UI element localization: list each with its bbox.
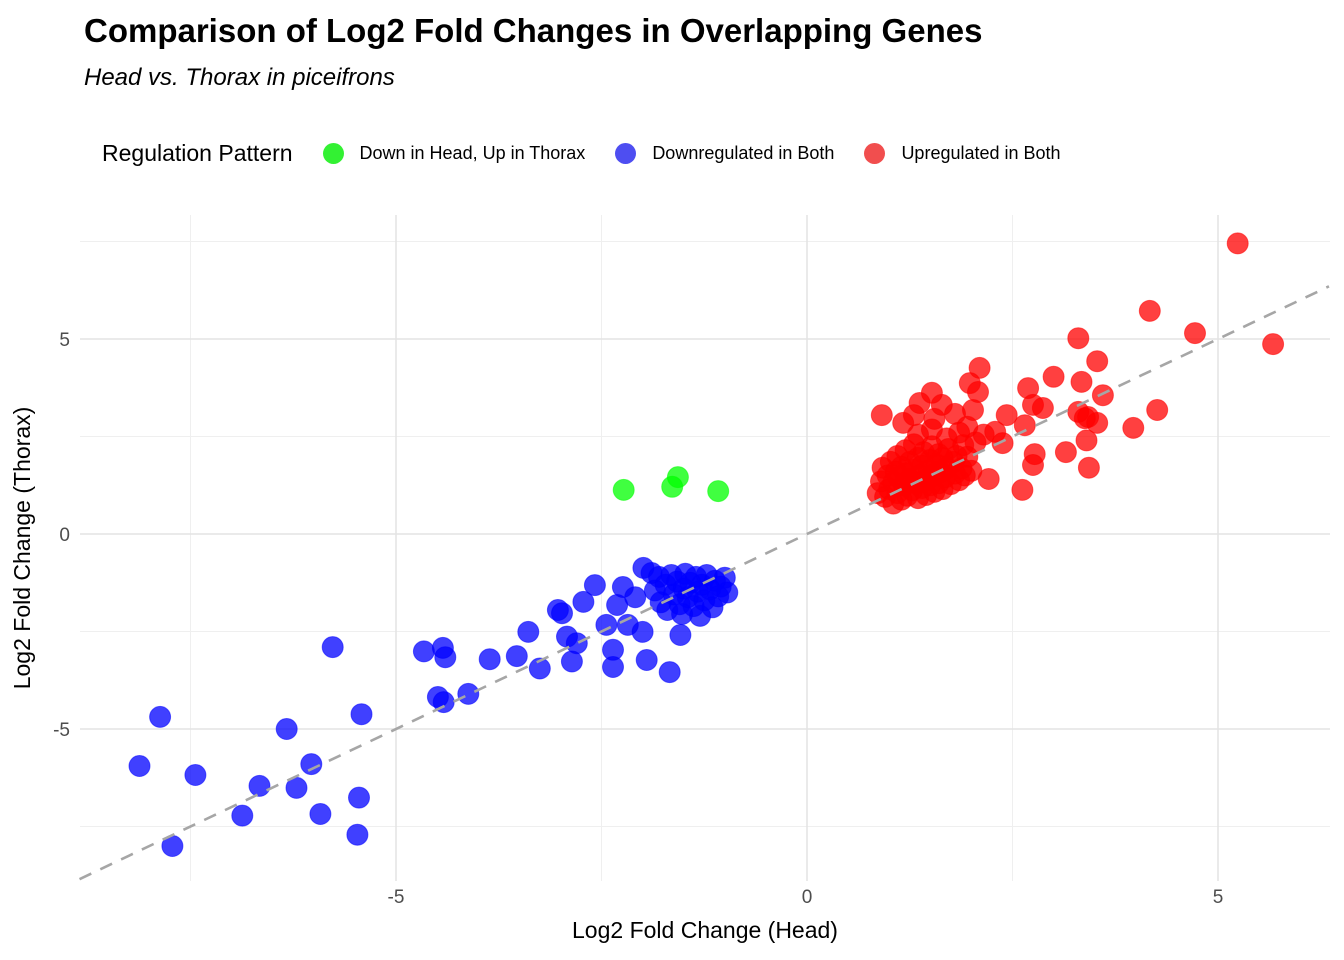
identity-line: [78, 285, 1330, 881]
data-point-series-1: [275, 718, 298, 740]
data-point-series-2: [1122, 416, 1145, 439]
data-point-series-2: [1262, 333, 1285, 356]
data-point-series-1: [716, 581, 739, 604]
data-point-series-1: [602, 656, 624, 678]
data-point-series-2: [1011, 478, 1034, 501]
data-point-series-1: [348, 786, 370, 809]
chart-subtitle: Head vs. Thorax in piceifrons: [84, 64, 395, 91]
data-point-series-2: [1184, 322, 1206, 345]
data-point-series-2: [1091, 384, 1114, 407]
legend-item-upregulated-both: Upregulated in Both: [864, 142, 1061, 164]
legend-dot-green-icon: [322, 142, 344, 164]
data-point-series-1: [551, 602, 573, 625]
data-point-series-2: [1077, 456, 1100, 479]
data-point-series-2: [1226, 232, 1249, 255]
data-point-series-1: [528, 657, 551, 680]
x-tick-label: 0: [802, 887, 813, 908]
legend-dot-red-icon: [864, 142, 886, 164]
data-point-series-1: [635, 649, 658, 671]
legend: Regulation Pattern Down in Head, Up in T…: [102, 132, 1332, 174]
data-point-series-1: [184, 764, 207, 786]
data-point-series-1: [505, 645, 528, 668]
y-tick-label: 0: [59, 525, 70, 546]
data-point-series-2: [948, 421, 971, 444]
data-point-series-1: [624, 586, 647, 609]
legend-dot-blue-icon: [615, 142, 637, 164]
data-point-series-1: [583, 574, 606, 597]
data-point-series-2: [1054, 441, 1077, 464]
data-point-series-1: [350, 703, 373, 726]
data-point-series-1: [457, 682, 480, 705]
data-point-series-1: [517, 620, 540, 643]
data-point-series-1: [560, 650, 583, 673]
data-point-series-2: [1075, 429, 1098, 452]
data-point-series-1: [658, 661, 681, 684]
data-point-series-1: [321, 636, 344, 659]
chart-title: Comparison of Log2 Fold Changes in Overl…: [84, 12, 983, 49]
data-point-series-2: [1138, 299, 1161, 322]
data-point-series-1: [434, 646, 457, 669]
data-point-series-1: [231, 804, 254, 827]
data-point-series-2: [1031, 397, 1054, 419]
data-point-series-2: [1086, 350, 1109, 373]
data-point-series-1: [248, 774, 271, 797]
data-point-series-1: [149, 705, 172, 728]
data-point-series-2: [1070, 370, 1093, 393]
data-point-series-1: [478, 648, 501, 671]
data-point-series-2: [1146, 399, 1169, 421]
data-point-series-2: [870, 404, 893, 427]
data-point-series-1: [412, 640, 435, 663]
data-point-series-1: [631, 620, 654, 643]
data-point-series-0: [707, 480, 730, 503]
data-point-series-0: [666, 466, 689, 489]
y-axis-title: Log2 Fold Change (Thorax): [9, 407, 35, 690]
data-point-series-0: [612, 478, 635, 501]
x-tick-label: 5: [1213, 887, 1224, 908]
legend-item-label: Down in Head, Up in Thorax: [359, 142, 586, 163]
data-point-series-1: [572, 590, 595, 613]
data-point-series-1: [346, 823, 369, 846]
x-axis-title: Log2 Fold Change (Head): [572, 917, 838, 943]
data-point-series-2: [1022, 454, 1044, 476]
data-point-series-1: [128, 755, 151, 777]
data-point-series-2: [1042, 365, 1065, 388]
data-point-series-2: [995, 404, 1018, 427]
x-tick-label: -5: [388, 887, 405, 908]
y-tick-label: -5: [53, 720, 70, 741]
data-point-series-2: [1013, 414, 1036, 437]
data-point-series-2: [1067, 327, 1090, 350]
legend-title: Regulation Pattern: [102, 139, 293, 166]
legend-item-down-head-up-thorax: Down in Head, Up in Thorax: [322, 142, 586, 164]
data-point-series-2: [960, 459, 983, 482]
legend-item-downregulated-both: Downregulated in Both: [615, 142, 835, 164]
y-tick-label: 5: [59, 330, 70, 351]
data-point-series-1: [669, 624, 692, 646]
data-point-series-1: [565, 632, 588, 655]
legend-item-label: Upregulated in Both: [901, 142, 1061, 163]
legend-item-label: Downregulated in Both: [652, 142, 835, 163]
data-point-series-2: [1086, 411, 1109, 434]
data-point-series-1: [309, 803, 332, 825]
data-point-series-2: [902, 404, 925, 427]
data-point-series-1: [300, 753, 323, 776]
